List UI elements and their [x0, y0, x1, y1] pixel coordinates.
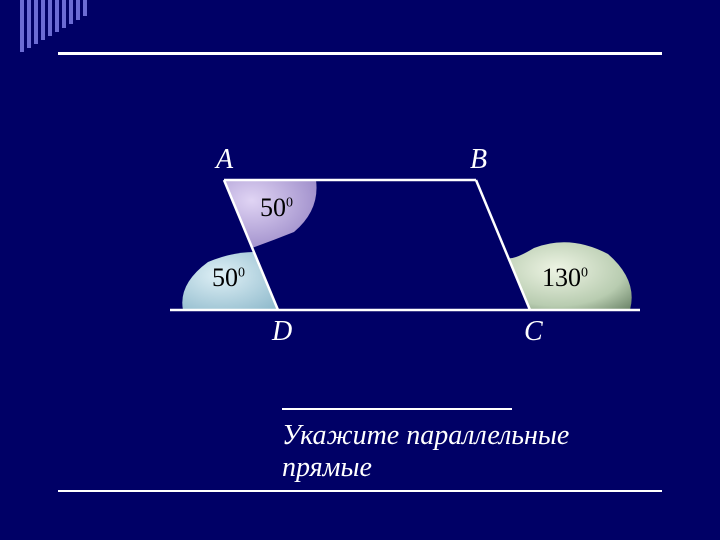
task-underline [282, 408, 512, 410]
task-text: Укажите параллельные прямые [282, 420, 569, 484]
angle-c-deg: 0 [581, 265, 588, 280]
angle-d-label: 500 [212, 263, 245, 293]
task-text-wrap: Укажите параллельные прямые [282, 420, 569, 484]
angle-d-deg: 0 [238, 265, 245, 280]
angle-a-deg: 0 [286, 195, 293, 210]
vertex-label-c: C [524, 316, 543, 348]
bottom-rule [58, 490, 662, 492]
angle-a-value: 50 [260, 193, 286, 222]
angle-c-value: 130 [542, 263, 581, 292]
vertex-label-b: B [470, 144, 487, 176]
vertex-label-d: D [272, 316, 292, 348]
angle-d-value: 50 [212, 263, 238, 292]
angle-a-label: 500 [260, 193, 293, 223]
angle-c-label: 1300 [542, 263, 588, 293]
vertex-label-a: A [216, 144, 233, 176]
